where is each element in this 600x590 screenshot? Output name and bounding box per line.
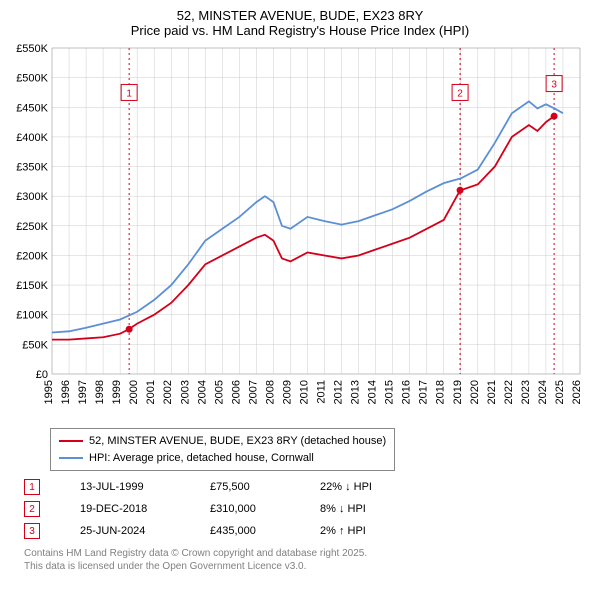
sale-date: 19-DEC-2018	[80, 503, 170, 515]
sale-diff: 2% ↑ HPI	[320, 525, 400, 537]
footer-line2: This data is licensed under the Open Gov…	[24, 560, 590, 573]
sale-date: 13-JUL-1999	[80, 481, 170, 493]
svg-text:2010: 2010	[298, 380, 310, 404]
sale-date: 25-JUN-2024	[80, 525, 170, 537]
sale-diff: 8% ↓ HPI	[320, 503, 400, 515]
svg-text:2023: 2023	[520, 380, 532, 404]
sale-diff: 22% ↓ HPI	[320, 481, 400, 493]
svg-text:2025: 2025	[554, 380, 566, 404]
svg-text:1998: 1998	[94, 380, 106, 404]
svg-text:1997: 1997	[77, 380, 89, 404]
sale-row: 2 19-DEC-2018 £310,000 8% ↓ HPI	[24, 501, 590, 517]
footer-line1: Contains HM Land Registry data © Crown c…	[24, 547, 590, 560]
legend-swatch	[59, 440, 83, 442]
svg-text:£150K: £150K	[16, 280, 48, 292]
svg-text:2016: 2016	[401, 380, 413, 404]
svg-text:2012: 2012	[333, 380, 345, 404]
svg-text:2000: 2000	[128, 380, 140, 404]
sale-badge: 1	[24, 479, 40, 495]
svg-text:£450K: £450K	[16, 102, 48, 114]
sale-price: £75,500	[210, 481, 280, 493]
sales-table: 1 13-JUL-1999 £75,500 22% ↓ HPI 2 19-DEC-2018…	[24, 479, 590, 539]
svg-text:3: 3	[551, 80, 557, 91]
svg-text:2008: 2008	[264, 380, 276, 404]
legend-swatch	[59, 457, 83, 459]
svg-text:£300K: £300K	[16, 191, 48, 203]
svg-text:2002: 2002	[162, 380, 174, 404]
svg-text:2024: 2024	[537, 380, 549, 404]
legend-label: HPI: Average price, detached house, Corn…	[89, 450, 314, 467]
svg-text:2011: 2011	[316, 380, 328, 404]
svg-text:£200K: £200K	[16, 250, 48, 262]
svg-text:2014: 2014	[367, 380, 379, 404]
svg-text:2022: 2022	[503, 380, 515, 404]
svg-text:2001: 2001	[145, 380, 157, 404]
svg-text:£500K: £500K	[16, 73, 48, 85]
svg-text:£400K: £400K	[16, 132, 48, 144]
svg-text:£350K: £350K	[16, 162, 48, 174]
legend-row: HPI: Average price, detached house, Corn…	[59, 450, 386, 467]
sale-badge: 2	[24, 501, 40, 517]
title-address: 52, MINSTER AVENUE, BUDE, EX23 8RY	[10, 8, 590, 23]
svg-text:2: 2	[457, 88, 463, 99]
legend-label: 52, MINSTER AVENUE, BUDE, EX23 8RY (deta…	[89, 433, 386, 450]
svg-text:2013: 2013	[350, 380, 362, 404]
svg-text:2021: 2021	[486, 380, 498, 404]
svg-text:2026: 2026	[571, 380, 583, 404]
svg-text:1999: 1999	[111, 380, 123, 404]
title-subtitle: Price paid vs. HM Land Registry's House …	[10, 23, 590, 38]
svg-text:2018: 2018	[435, 380, 447, 404]
svg-text:2009: 2009	[281, 380, 293, 404]
svg-text:2004: 2004	[196, 380, 208, 404]
sale-price: £435,000	[210, 525, 280, 537]
svg-text:£0: £0	[36, 369, 48, 381]
license-footer: Contains HM Land Registry data © Crown c…	[24, 547, 590, 573]
svg-text:2020: 2020	[469, 380, 481, 404]
sale-row: 3 25-JUN-2024 £435,000 2% ↑ HPI	[24, 523, 590, 539]
svg-text:£250K: £250K	[16, 221, 48, 233]
sale-price: £310,000	[210, 503, 280, 515]
svg-text:£100K: £100K	[16, 310, 48, 322]
chart-area: £0 £50K £100K £150K £200K £250K £300K £350K £400…	[10, 42, 590, 422]
chart-title-block: 52, MINSTER AVENUE, BUDE, EX23 8RY Price…	[10, 8, 590, 38]
svg-text:2007: 2007	[247, 380, 259, 404]
svg-text:2003: 2003	[179, 380, 191, 404]
legend-row: 52, MINSTER AVENUE, BUDE, EX23 8RY (deta…	[59, 433, 386, 450]
svg-text:1995: 1995	[43, 380, 55, 404]
svg-text:2017: 2017	[418, 380, 430, 404]
legend-box: 52, MINSTER AVENUE, BUDE, EX23 8RY (deta…	[50, 428, 395, 471]
line-chart-svg: £0 £50K £100K £150K £200K £250K £300K £350K £400…	[10, 42, 590, 422]
svg-text:2019: 2019	[452, 380, 464, 404]
sale-row: 1 13-JUL-1999 £75,500 22% ↓ HPI	[24, 479, 590, 495]
svg-text:£550K: £550K	[16, 43, 48, 55]
svg-text:2006: 2006	[230, 380, 242, 404]
svg-text:1: 1	[126, 88, 132, 99]
sale-badge: 3	[24, 523, 40, 539]
svg-text:2015: 2015	[384, 380, 396, 404]
svg-text:£50K: £50K	[22, 339, 48, 351]
svg-text:1996: 1996	[60, 380, 72, 404]
svg-text:2005: 2005	[213, 380, 225, 404]
